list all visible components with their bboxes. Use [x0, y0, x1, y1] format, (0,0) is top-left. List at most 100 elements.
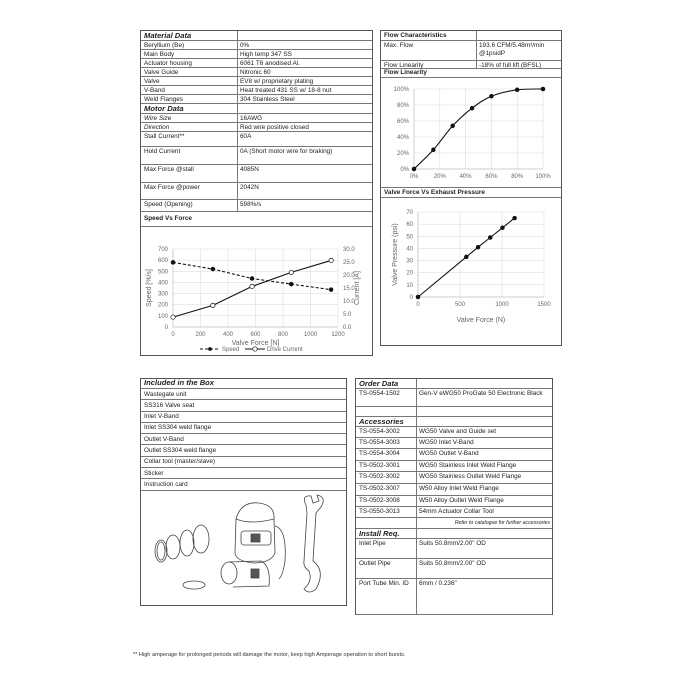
row-value: Gen-V eWG50 ProGate 50 Electronic Black: [419, 390, 543, 397]
box-title: Included in the Box: [141, 379, 346, 389]
table-row: Max. Flow 193.6 CFM/5.48m³/min @1psidP: [381, 41, 561, 61]
table-row: Max Force @power 2042N: [141, 183, 372, 200]
row-label: Max Force @power: [144, 184, 200, 191]
list-item: Inlet SS304 weld flange: [141, 423, 346, 435]
tick-label: 0: [410, 295, 414, 301]
tick-label: 500: [455, 302, 466, 308]
table-row: Material Data: [141, 31, 372, 41]
row-label: Port Tube Min. ID: [359, 580, 409, 587]
chart-title: Speed Vs Force: [141, 212, 372, 227]
tick-label: 5.0: [343, 312, 352, 318]
legend-current-marker: [252, 346, 258, 352]
row-label: TS-0502-3002: [359, 473, 400, 480]
row-value: WG50 Valve and Guide set: [419, 428, 496, 435]
row-value: 6mm / 0.236": [419, 580, 457, 587]
row-label: Accessories: [359, 417, 404, 426]
list-item: Wastegate unit: [141, 389, 346, 401]
row-label: Main Body: [144, 51, 175, 58]
table-row: TS-0502-3001 WG50 Stainless Inlet Weld Fl…: [356, 461, 552, 472]
footnote: ** High amperage for prolonged periods w…: [133, 652, 406, 658]
row-label: Outlet Pipe: [359, 560, 391, 567]
tick-label: 40%: [460, 174, 473, 180]
row-label: Beryllium (Be): [144, 42, 185, 49]
table-row: Valve Guide Nitronic 60: [141, 68, 372, 77]
row-value: 0A (Short motor wire for braking): [240, 148, 333, 155]
data-point: [288, 269, 294, 275]
data-point: [289, 281, 294, 287]
table-row: Main Body High temp 347 SS: [141, 50, 372, 59]
row-value: Refer to catalogue for further accessori…: [454, 520, 550, 526]
tick-label: 60: [406, 222, 413, 228]
table-row: Install Req.: [356, 529, 552, 539]
tick-label: 1500: [537, 302, 551, 308]
row-label: Max. Flow: [384, 42, 414, 49]
row-label: Actuator housing: [144, 60, 192, 67]
data-point: [489, 93, 494, 99]
data-point: [415, 294, 421, 300]
data-point: [170, 314, 176, 320]
data-point: [431, 147, 436, 153]
tick-label: 500: [158, 269, 169, 275]
included-in-box-table: Included in the Box Wastegate unit SS316 V…: [140, 378, 347, 606]
list-item: SS316 Valve seat: [141, 400, 346, 412]
row-label: Flow Linearity: [384, 62, 424, 69]
row-value: Red wire positive closed: [240, 124, 309, 131]
row-label: TS-0502-3001: [359, 462, 400, 469]
table-row: Inlet Pipe Suits 50.8mm/2.00" OD: [356, 539, 552, 559]
tick-label: 0%: [400, 167, 409, 173]
data-point: [328, 287, 334, 292]
table-row: TS-0554-3002 WG50 Valve and Guide set: [356, 427, 552, 438]
column-divider: [476, 31, 477, 69]
row-label: Flow Characteristics: [384, 32, 447, 39]
tick-label: 800: [278, 332, 289, 338]
legend-label: Speed: [222, 347, 239, 353]
table-row: TS-0550-3013 54mm Actuator Collar Tool: [356, 507, 552, 518]
x-axis-label: Valve Force (N): [457, 317, 506, 324]
row-value: 16AWG: [240, 115, 263, 122]
row-label: TS-0502-3008: [359, 497, 400, 504]
data-point: [170, 260, 176, 265]
tick-label: 1000: [495, 302, 509, 308]
list-item: Inlet V-Band: [141, 412, 346, 423]
table-row: Actuator housing 6061 T6 anodised Al.: [141, 59, 372, 68]
table-row: [356, 407, 552, 417]
table-row: Speed (Opening) 598%/s: [141, 200, 372, 212]
row-label: Wire Size: [144, 115, 172, 122]
data-point: [500, 225, 505, 231]
tick-label: 0.0: [343, 325, 352, 331]
row-label: Speed (Opening): [144, 201, 193, 208]
data-point: [411, 166, 417, 172]
table-row: Motor Data: [141, 104, 372, 114]
table-row: Flow Linearity -18% of full lift (BFSL): [381, 61, 561, 69]
tick-label: 60%: [485, 174, 498, 180]
y-axis-label: Valve Pressure (psi): [392, 223, 399, 286]
column-divider: [416, 379, 417, 615]
row-label: Order Data: [359, 379, 399, 388]
row-value: 54mm Actuator Collar Tool: [419, 508, 494, 515]
row-value: Heat treated 431 SS w/ 18-8 nut: [240, 87, 332, 94]
tick-label: 20%: [434, 174, 447, 180]
tick-label: 0: [416, 302, 420, 308]
table-row: Stall Current** 60A: [141, 132, 372, 147]
table-row: Weld Flanges 304 Stainless Steel: [141, 95, 372, 104]
row-value: WG50 Outlet V-Band: [419, 450, 479, 457]
row-label: Motor Data: [144, 104, 184, 113]
tick-label: 10.0: [343, 299, 355, 305]
list-item: Instruction card: [141, 479, 346, 491]
tick-label: 30: [406, 259, 413, 265]
row-value: Suits 50.8mm/2.00" OD: [419, 540, 486, 547]
row-label: Material Data: [144, 31, 192, 40]
tick-label: 300: [158, 292, 169, 298]
row-label: Valve Guide: [144, 69, 179, 76]
row-label: Inlet Pipe: [359, 540, 386, 547]
table-row: TS-0502-3007 W50 Alloy Inlet Weld Flange: [356, 484, 552, 496]
tick-label: 20.0: [343, 273, 355, 279]
legend-speed-marker: [208, 347, 212, 351]
tick-label: 1200: [331, 332, 345, 338]
tick-label: 400: [223, 332, 234, 338]
tick-label: 80%: [397, 103, 410, 109]
data-point: [514, 87, 520, 93]
row-label: TS-0554-3004: [359, 450, 400, 457]
tick-label: 60%: [397, 119, 410, 125]
table-row: TS-0554-3004 WG50 Outlet V-Band: [356, 449, 552, 461]
